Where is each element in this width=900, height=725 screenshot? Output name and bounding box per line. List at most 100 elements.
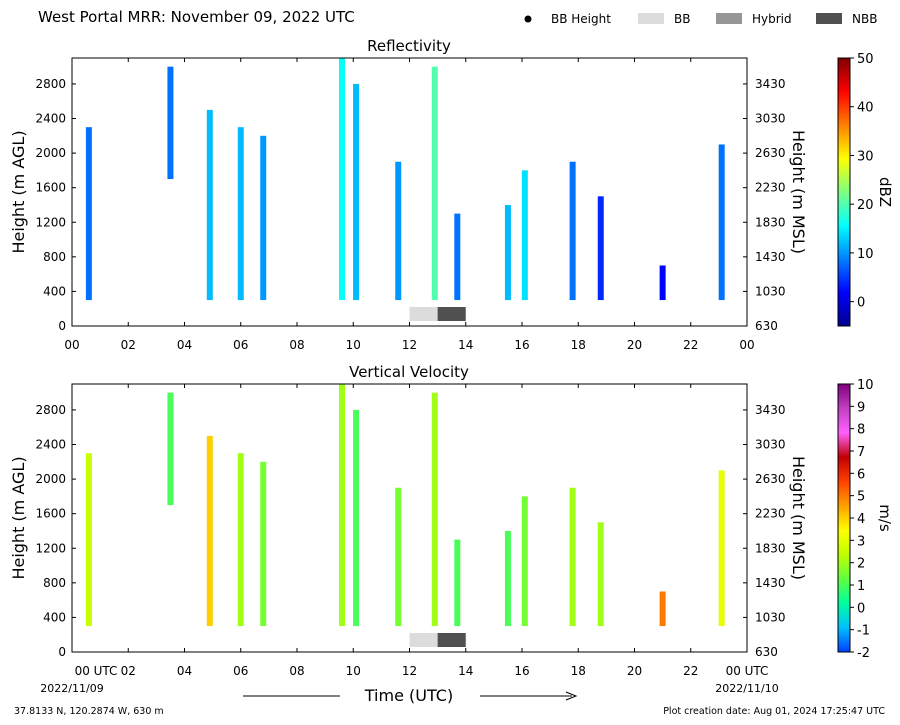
vertical-velocity-bb-bars bbox=[409, 633, 466, 647]
reflectivity-x-ticks: 00 02 04 06 08 10 12 14 16 18 20 22 00 bbox=[64, 58, 755, 352]
x-tick-label: 08 bbox=[289, 664, 304, 678]
reflectivity-colorbar-label: dBZ bbox=[876, 177, 894, 207]
x-tick-label: 06 bbox=[233, 338, 248, 352]
data-column bbox=[454, 539, 461, 627]
y-tick-label: 2800 bbox=[35, 403, 66, 417]
data-column bbox=[431, 392, 438, 627]
colorbar-tick-label: 20 bbox=[857, 198, 874, 213]
y-right-tick-label: 1430 bbox=[755, 250, 786, 264]
bright-band-bar bbox=[437, 307, 466, 321]
x-tick-label: 00 bbox=[64, 338, 79, 352]
colorbar-tick-label: 4 bbox=[857, 512, 865, 527]
data-column bbox=[718, 470, 725, 627]
data-column bbox=[339, 58, 345, 301]
y-right-tick-label: 2630 bbox=[755, 146, 786, 160]
data-column bbox=[521, 170, 528, 301]
legend-nbb-swatch bbox=[816, 13, 842, 24]
colorbar-tick-label: 10 bbox=[857, 247, 874, 262]
reflectivity-data-columns bbox=[85, 58, 725, 301]
colorbar-tick-label: 2 bbox=[857, 557, 865, 572]
reflectivity-ylabel-right: Height (m MSL) bbox=[789, 130, 808, 254]
x-tick-label: 16 bbox=[514, 338, 529, 352]
colorbar-tick-label: -2 bbox=[857, 646, 870, 661]
bright-band-bar bbox=[409, 633, 438, 647]
y-tick-label: 800 bbox=[43, 576, 66, 590]
colorbar-tick-label: 3 bbox=[857, 534, 865, 549]
vertical-velocity-data-columns bbox=[85, 384, 725, 627]
data-column bbox=[260, 135, 267, 301]
y-tick-label: 800 bbox=[43, 250, 66, 264]
colorbar-tick-label: 10 bbox=[857, 378, 874, 393]
data-column bbox=[504, 530, 511, 627]
colorbar-tick-label: -1 bbox=[857, 624, 870, 639]
data-column bbox=[395, 161, 402, 301]
colorbar-tick-label: 0 bbox=[857, 601, 865, 616]
x-tick-label: 18 bbox=[571, 338, 586, 352]
x-tick-label: 22 bbox=[683, 664, 698, 678]
vertical-velocity-x-ticks: 00 UTC 02 04 06 08 10 12 14 16 18 20 22 00 UTC bbox=[71, 384, 769, 678]
legend-bb-swatch bbox=[638, 13, 664, 24]
x-tick-label: 02 bbox=[121, 338, 136, 352]
x-tick-label: 00 UTC bbox=[726, 664, 769, 678]
colorbar-tick-label: 6 bbox=[857, 467, 865, 482]
legend-bb-height-label: BB Height bbox=[551, 12, 611, 26]
y-tick-label: 2400 bbox=[35, 438, 66, 452]
data-column bbox=[718, 144, 725, 301]
y-tick-label: 2800 bbox=[35, 77, 66, 91]
vertical-velocity-panel: Vertical Velocity 0400800120016002000240… bbox=[9, 363, 894, 678]
time-axis-footer: 2022/11/09 2022/11/10 Time (UTC) 37.8133… bbox=[14, 682, 885, 717]
data-column bbox=[206, 435, 213, 627]
x-tick-label: 14 bbox=[458, 338, 473, 352]
data-column bbox=[504, 204, 511, 301]
figure-legend: BB Height BB Hybrid NBB bbox=[524, 12, 877, 26]
y-tick-label: 400 bbox=[43, 284, 66, 298]
data-column bbox=[85, 127, 92, 301]
x-tick-label: 02 bbox=[121, 664, 136, 678]
x-tick-label: 06 bbox=[233, 664, 248, 678]
data-column bbox=[395, 487, 402, 627]
bright-band-bar bbox=[437, 633, 466, 647]
data-column bbox=[237, 127, 244, 301]
y-tick-label: 1600 bbox=[35, 181, 66, 195]
figure-title: West Portal MRR: November 09, 2022 UTC bbox=[38, 8, 355, 26]
x-tick-label: 12 bbox=[402, 664, 417, 678]
data-column bbox=[353, 83, 360, 301]
colorbar-tick-label: 5 bbox=[857, 490, 865, 505]
x-tick-label: 14 bbox=[458, 664, 473, 678]
x-tick-label: 08 bbox=[289, 338, 304, 352]
y-right-tick-label: 2230 bbox=[755, 181, 786, 195]
vertical-velocity-colorbar bbox=[837, 383, 851, 653]
y-right-tick-label: 2230 bbox=[755, 507, 786, 521]
y-right-tick-label: 3430 bbox=[755, 77, 786, 91]
y-right-tick-label: 3430 bbox=[755, 403, 786, 417]
y-tick-label: 400 bbox=[43, 610, 66, 624]
data-column bbox=[353, 409, 360, 627]
date-end-label: 2022/11/10 bbox=[715, 682, 778, 695]
x-tick-label: 18 bbox=[571, 664, 586, 678]
colorbar-tick-label: 8 bbox=[857, 423, 865, 438]
y-right-tick-label: 2630 bbox=[755, 472, 786, 486]
colorbar-tick-label: 7 bbox=[857, 445, 865, 460]
reflectivity-y-ticks: 0 400 800 1200 1600 2000 2400 2800 bbox=[35, 77, 747, 333]
legend-bb-height-marker bbox=[524, 15, 532, 23]
data-column bbox=[167, 392, 174, 506]
data-column bbox=[237, 453, 244, 627]
x-tick-label: 22 bbox=[683, 338, 698, 352]
data-column bbox=[659, 265, 666, 301]
reflectivity-title: Reflectivity bbox=[367, 37, 451, 55]
data-column bbox=[260, 461, 267, 627]
reflectivity-bb-bars bbox=[409, 307, 466, 321]
data-column bbox=[85, 453, 92, 627]
x-tick-label: 04 bbox=[177, 664, 192, 678]
reflectivity-colorbar bbox=[837, 57, 851, 327]
y-tick-label: 1200 bbox=[35, 541, 66, 555]
reflectivity-panel: Reflectivity 040080012001600200024002800… bbox=[9, 37, 894, 352]
legend-hybrid-label: Hybrid bbox=[752, 12, 792, 26]
data-column bbox=[339, 384, 345, 627]
colorbar-tick-label: 40 bbox=[857, 101, 874, 116]
reflectivity-colorbar-ticks: 0 10 20 30 40 50 bbox=[850, 52, 874, 311]
y-tick-label: 1200 bbox=[35, 215, 66, 229]
y-tick-label: 0 bbox=[58, 319, 66, 333]
y-right-tick-label: 630 bbox=[755, 645, 778, 659]
y-right-tick-label: 1830 bbox=[755, 215, 786, 229]
